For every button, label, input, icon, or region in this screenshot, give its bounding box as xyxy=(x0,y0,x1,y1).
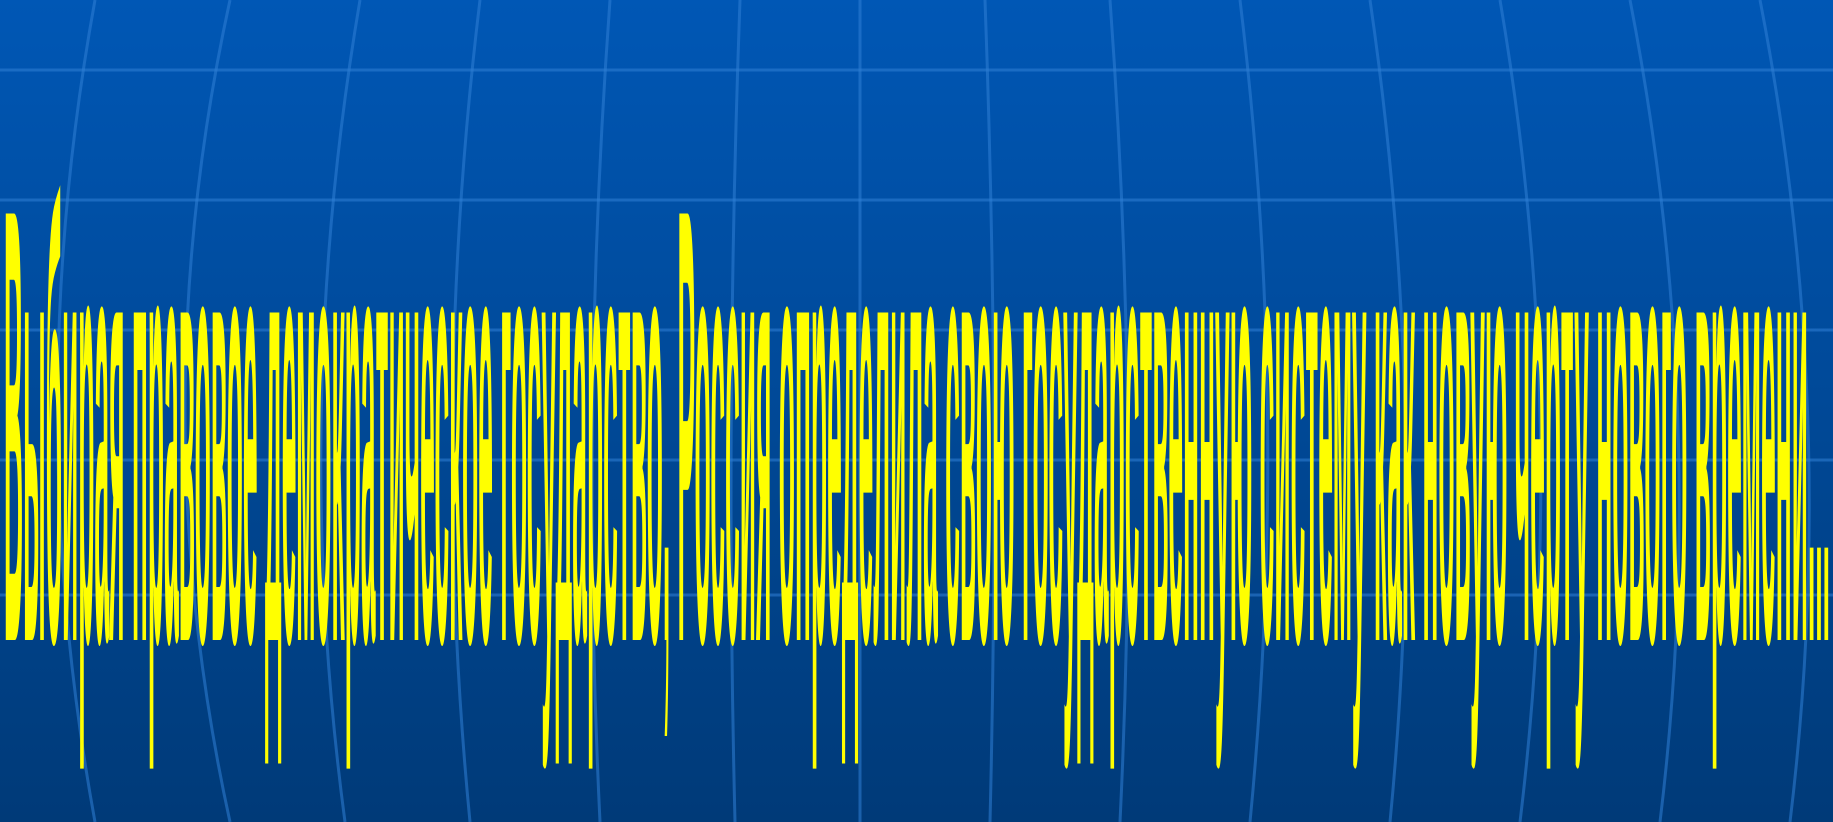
slide-body-text: Выбирая правовое демократическое государ… xyxy=(4,80,1830,776)
